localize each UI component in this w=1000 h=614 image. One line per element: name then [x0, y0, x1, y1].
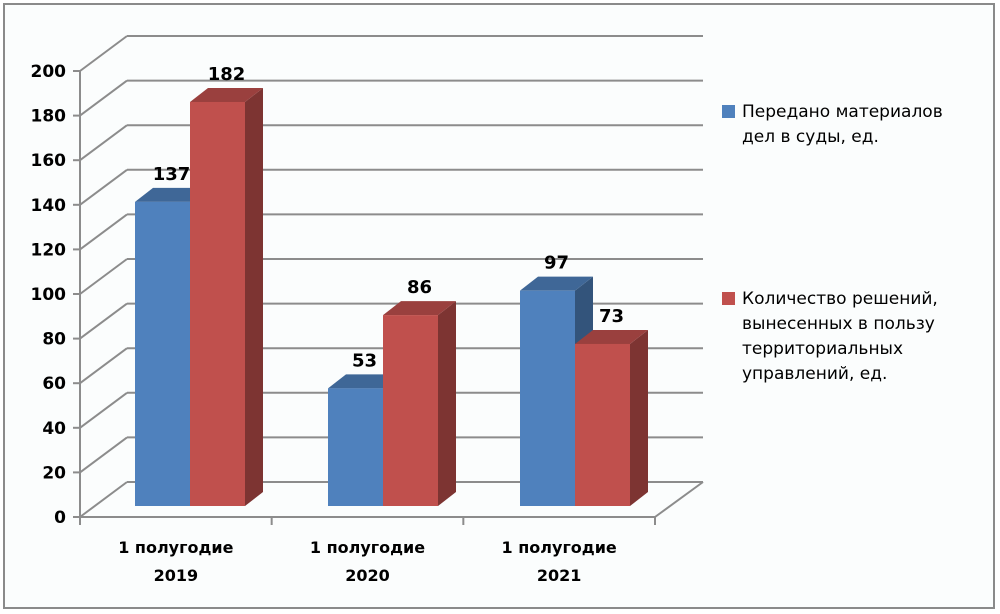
x-category-label: 1 полугодие — [310, 538, 425, 557]
y-tick-label: 60 — [42, 374, 66, 394]
legend-label: Передано материалов дел в суды, ед. — [742, 102, 943, 147]
y-tick-label: 120 — [31, 240, 67, 260]
y-tick-label: 0 — [54, 508, 66, 528]
side-wall-gridline — [79, 35, 128, 72]
data-label: 182 — [208, 64, 246, 85]
legend-label: Количество решений, вынесенных в пользу … — [742, 289, 938, 384]
data-label: 53 — [352, 350, 377, 371]
y-tick-label: 40 — [42, 419, 66, 439]
x-category-label: 2019 — [154, 566, 199, 585]
x-category-label: 2021 — [537, 566, 582, 585]
bar-side-face — [438, 301, 456, 506]
y-tick-label: 160 — [31, 151, 67, 171]
side-wall-gridline — [79, 391, 128, 429]
side-wall-gridline — [79, 168, 128, 206]
side-wall-gridline — [79, 347, 128, 385]
bar-side-face — [630, 329, 648, 506]
legend-item-transferred-cases: Передано материалов дел в суды, ед. — [722, 100, 982, 150]
bar-top-face — [520, 276, 593, 291]
bar-decisions-0 — [190, 101, 245, 507]
side-wall-gridline — [79, 302, 128, 340]
y-tick-label: 200 — [31, 62, 67, 82]
bar-transferred-1 — [328, 388, 383, 506]
side-wall-gridline — [79, 79, 128, 117]
y-tick-label: 20 — [42, 463, 66, 483]
data-label: 97 — [544, 253, 569, 274]
bar-decisions-2 — [575, 343, 630, 506]
side-wall-gridline — [79, 258, 128, 295]
side-wall-gridline — [79, 436, 128, 474]
bar-transferred-0 — [135, 201, 190, 507]
y-tick-label: 100 — [31, 285, 67, 305]
side-wall-gridline — [79, 481, 128, 518]
side-wall-gridline — [79, 124, 128, 162]
bar-top-face — [135, 187, 208, 202]
bar-side-face — [245, 87, 263, 507]
bar-transferred-2 — [520, 290, 575, 506]
bar-top-face — [190, 87, 263, 102]
legend-swatch-red — [722, 292, 735, 305]
x-category-label: 1 полугодие — [118, 538, 233, 557]
y-tick-label: 140 — [31, 196, 67, 216]
side-wall-gridline — [79, 213, 128, 251]
bar-top-face — [383, 301, 456, 316]
data-label: 86 — [407, 277, 432, 298]
x-category-label: 2020 — [345, 566, 390, 585]
bar-top-face — [575, 329, 648, 344]
legend-item-decisions-in-favor: Количество решений, вынесенных в пользу … — [722, 287, 982, 387]
x-category-label: 1 полугодие — [502, 538, 617, 557]
data-label: 73 — [599, 306, 624, 327]
y-tick-label: 180 — [31, 107, 67, 127]
y-tick-label: 80 — [42, 330, 66, 350]
bar-decisions-1 — [383, 315, 438, 506]
bar-top-face — [328, 374, 401, 389]
floor-right-edge — [654, 481, 704, 518]
legend-swatch-blue — [722, 105, 735, 118]
data-label: 137 — [153, 164, 191, 185]
